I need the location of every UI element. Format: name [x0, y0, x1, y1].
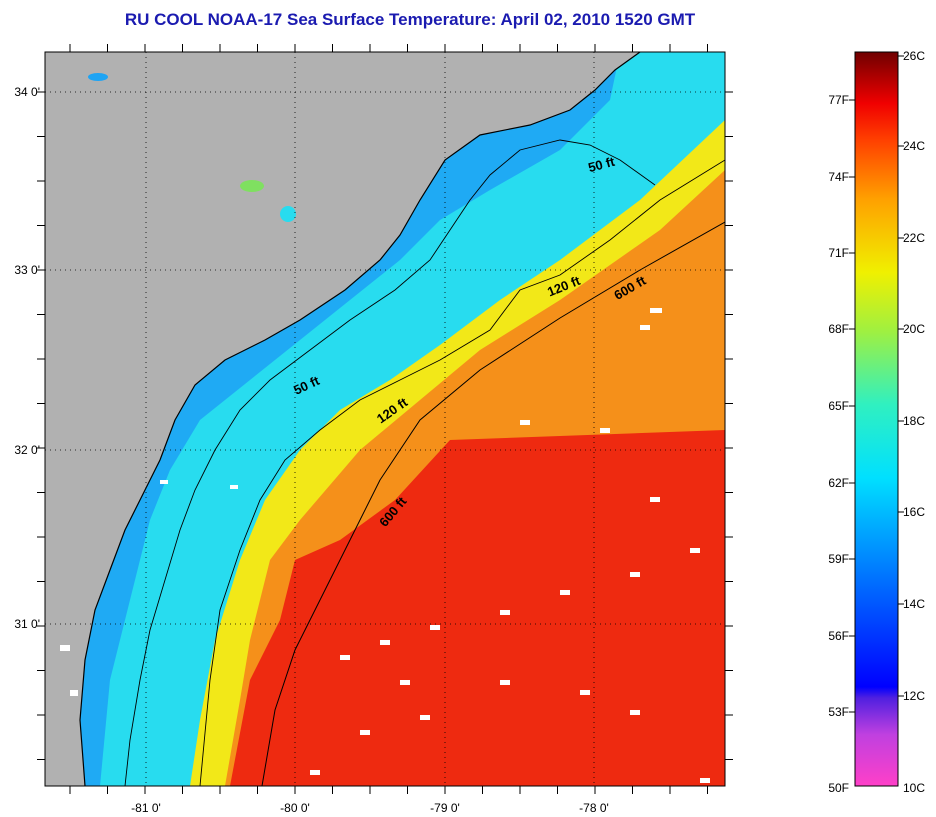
- lon-label: -79 0': [430, 801, 460, 815]
- colorbar-f-label: 74F: [828, 170, 849, 184]
- colorbar-f-label: 71F: [828, 246, 849, 260]
- inland-lake: [88, 73, 108, 81]
- isobath-120ft: [199, 159, 725, 786]
- colorbar-c-label: 22C: [903, 231, 925, 245]
- colorbar-f-label: 53F: [828, 705, 849, 719]
- lat-label: 33 0': [14, 263, 40, 277]
- lon-label: -78 0': [579, 801, 609, 815]
- colorbar-c-label: 14C: [903, 597, 925, 611]
- coastline: [79, 52, 641, 786]
- lon-label: -81 0': [131, 801, 161, 815]
- colorbar-celsius-labels: 26C 24C 22C 20C 18C 16C 14C 12C 10C: [903, 49, 925, 795]
- colorbar-ticks: [849, 55, 904, 713]
- map-title: RU COOL NOAA-17 Sea Surface Temperature:…: [124, 10, 696, 29]
- colorbar-f-label: 68F: [828, 322, 849, 336]
- colorbar-c-label: 12C: [903, 689, 925, 703]
- axis-ticks: [37, 44, 733, 794]
- graticule: [45, 52, 725, 786]
- land: [45, 52, 640, 786]
- colorbar: [854, 51, 899, 787]
- lon-label: -80 0': [280, 801, 310, 815]
- inland-lake: [280, 206, 296, 222]
- colorbar-f-label: 56F: [828, 629, 849, 643]
- colorbar-c-label: 26C: [903, 49, 925, 63]
- lat-label: 32 0': [14, 443, 40, 457]
- inland-lake: [240, 180, 264, 192]
- colorbar-fahrenheit-labels: 77F 74F 71F 68F 65F 62F 59F 56F 53F 50F: [828, 93, 849, 795]
- colorbar-f-label: 77F: [828, 93, 849, 107]
- lat-label: 34 0': [14, 85, 40, 99]
- map-frame: [44, 51, 726, 787]
- colorbar-c-label: 16C: [903, 505, 925, 519]
- colorbar-c-label: 10C: [903, 781, 925, 795]
- colorbar-f-label: 62F: [828, 476, 849, 490]
- cloud-speckles: [60, 308, 710, 783]
- colorbar-f-label: 59F: [828, 552, 849, 566]
- colorbar-c-label: 20C: [903, 322, 925, 336]
- lat-label: 31 0': [14, 617, 40, 631]
- colorbar-f-label: 50F: [828, 781, 849, 795]
- isobath-50ft: [124, 139, 656, 786]
- contour-label: 50 ft: [587, 154, 617, 176]
- isobath-600ft: [261, 221, 725, 786]
- colorbar-c-label: 24C: [903, 139, 925, 153]
- colorbar-c-label: 18C: [903, 414, 925, 428]
- colorbar-f-label: 65F: [828, 399, 849, 413]
